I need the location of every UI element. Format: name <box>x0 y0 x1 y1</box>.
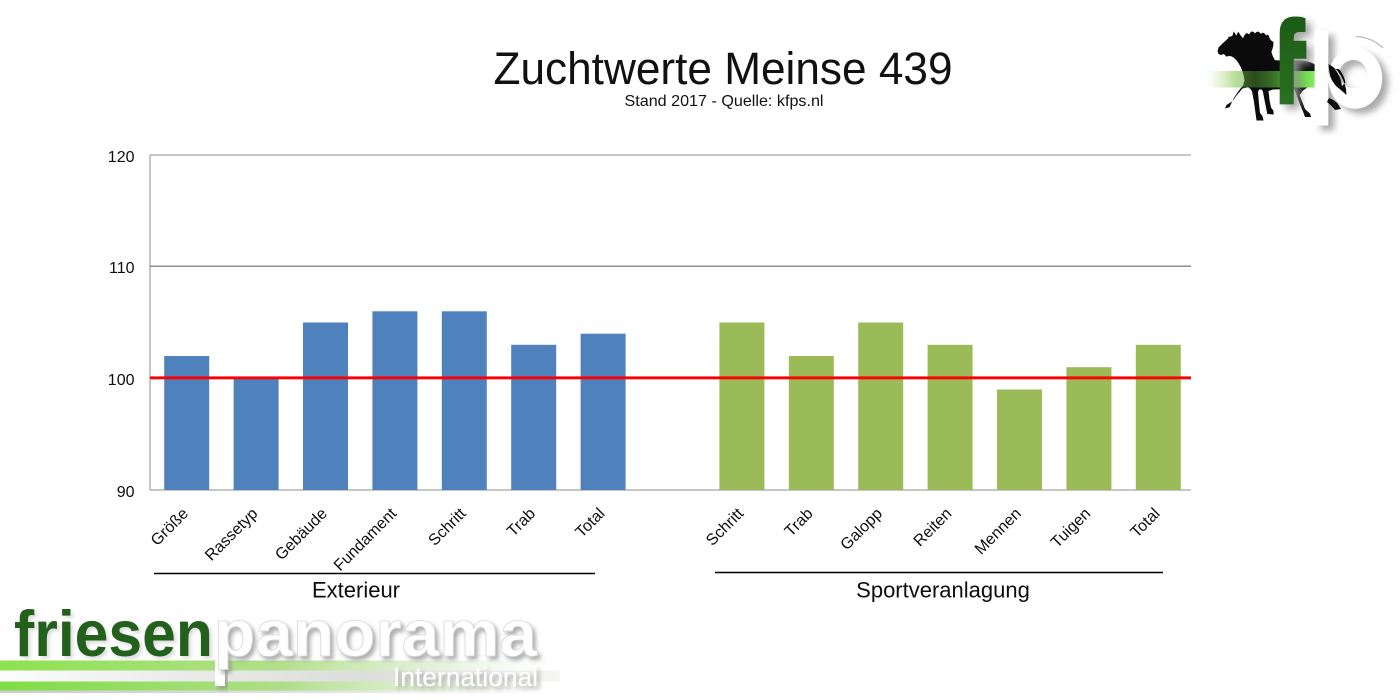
svg-text:90: 90 <box>117 484 135 501</box>
svg-text:100: 100 <box>108 372 135 389</box>
svg-text:friesen: friesen <box>14 597 213 670</box>
svg-text:panorama: panorama <box>214 596 538 670</box>
svg-text:Exterieur: Exterieur <box>312 578 400 603</box>
svg-text:International: International <box>393 662 538 692</box>
svg-text:Stand 2017 - Quelle: kfps.nl: Stand 2017 - Quelle: kfps.nl <box>625 93 824 110</box>
svg-text:110: 110 <box>109 260 135 277</box>
svg-text:120: 120 <box>108 149 135 166</box>
svg-text:Sportveranlagung: Sportveranlagung <box>856 578 1030 603</box>
svg-text:Zuchtwerte Meinse 439: Zuchtwerte Meinse 439 <box>494 43 953 94</box>
